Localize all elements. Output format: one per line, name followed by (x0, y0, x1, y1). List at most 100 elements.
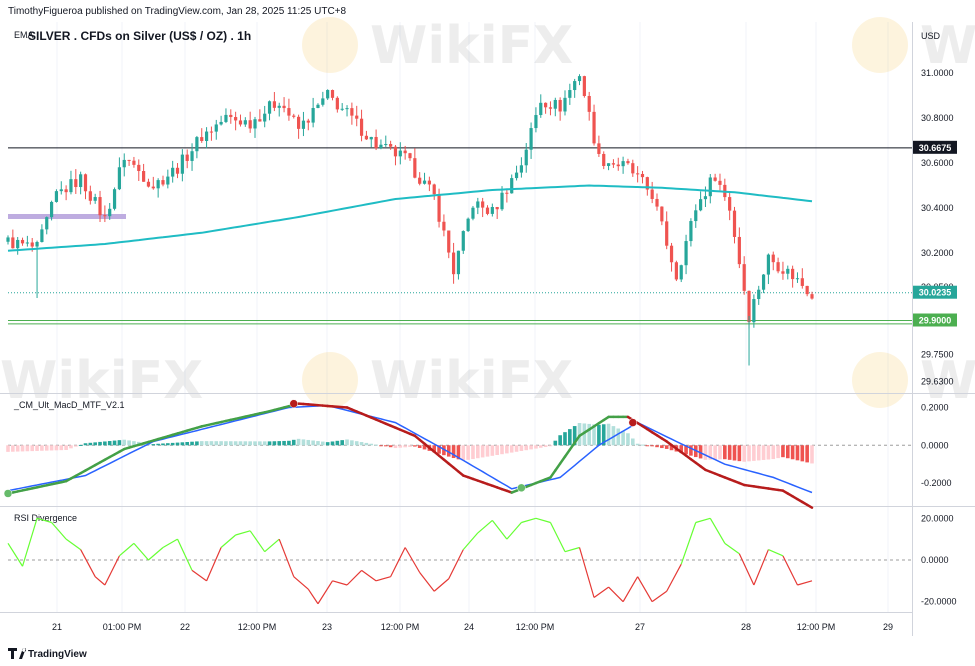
rsi-line-segment (768, 549, 784, 557)
candle-bear (11, 237, 15, 249)
candle-bear (30, 242, 34, 247)
macd-histogram-bar (509, 445, 514, 453)
candle-bear (413, 158, 417, 178)
rsi-line-segment (738, 553, 755, 586)
candle-bull (398, 150, 402, 157)
macd-histogram-bar (93, 442, 97, 446)
rsi-pane[interactable] (7, 517, 912, 605)
macd-histogram-bar (359, 442, 364, 446)
candle-bear (83, 174, 88, 192)
candle-bull (684, 241, 688, 266)
macd-histogram-bar (267, 441, 272, 446)
macd-histogram-bar (258, 441, 262, 446)
macd-histogram-bar (345, 439, 349, 446)
candle-bear (88, 191, 92, 201)
watermark-text: WikiFX (920, 351, 975, 411)
price-tick-label: 30.8000 (921, 113, 954, 123)
macd-signal-line (7, 404, 813, 494)
rsi-line-segment (404, 547, 421, 573)
candle-bear (636, 173, 640, 175)
candle-bear (485, 207, 490, 214)
candle-bear (374, 136, 378, 149)
candle-bull (761, 274, 766, 290)
candle-bear (258, 119, 262, 122)
candle-bull (708, 177, 712, 197)
candle-bear (64, 189, 68, 193)
watermark-text: WikiFX (370, 351, 573, 411)
macd-histogram-bar (379, 445, 383, 447)
current-price-tag: 30.0235 (913, 285, 957, 299)
watermark-text: WikiFX (370, 16, 573, 76)
candle-bull (553, 99, 557, 109)
macd-histogram-bar (6, 445, 10, 452)
candle-bull (16, 239, 20, 249)
candle-bear (161, 180, 165, 185)
time-tick-label: 22 (180, 622, 190, 632)
rsi-line-segment (162, 538, 178, 549)
candle-bull (786, 268, 790, 274)
macd-histogram-bar (248, 441, 252, 446)
rsi-axis: 20.0000 0.0000 -20.0000 (921, 513, 957, 606)
macd-histogram-bar (340, 440, 344, 446)
candle-bear (418, 177, 422, 184)
candle-bull (534, 115, 538, 129)
candle-bear (481, 201, 485, 208)
candle-bear (389, 144, 393, 147)
time-tick-label: 29 (883, 622, 893, 632)
candle-bear (611, 163, 616, 165)
macd-histogram-bar (20, 445, 25, 452)
macd-histogram-bar (383, 445, 388, 447)
macd-histogram-bar (529, 445, 533, 450)
macd-histogram-bar (15, 445, 20, 452)
macd-histogram-bar (112, 440, 117, 446)
rsi-line-segment (176, 538, 193, 571)
macd-histogram-bar (219, 441, 223, 446)
candle-bull (171, 167, 175, 177)
candle-bear (238, 120, 243, 125)
price-tick-label: 30.2000 (921, 248, 954, 258)
tradingview-logo[interactable]: TradingView (8, 648, 87, 660)
candle-bull (267, 101, 272, 114)
macd-histogram-bar (59, 445, 64, 451)
rsi-tick-label: 0.0000 (921, 555, 949, 565)
candle-bull (621, 161, 625, 167)
candle-bull (316, 104, 320, 109)
candle-bear (718, 180, 722, 185)
candle-bull (752, 299, 756, 323)
candle-bull (529, 128, 533, 150)
macd-histogram-bar (291, 439, 296, 446)
macd-histogram-bar (151, 444, 156, 446)
rsi-line-segment (235, 530, 251, 536)
candle-bear (747, 290, 751, 323)
macd-histogram-bar (369, 443, 374, 446)
candle-bull (224, 114, 228, 122)
macd-histogram-bar (466, 445, 470, 460)
candle-bear (306, 120, 310, 123)
watermark-logo-icon (852, 17, 908, 73)
candle-bull (699, 199, 703, 211)
watermark-text: WikiFX (920, 16, 975, 76)
macd-histogram-bar (655, 445, 659, 448)
macd-line-segment (568, 441, 576, 451)
watermark-logo-icon (302, 352, 358, 408)
macd-pane[interactable] (3, 399, 912, 509)
macd-tick-label: 0.2000 (921, 402, 949, 412)
candle-bear (74, 179, 78, 188)
macd-histogram-bar (732, 445, 737, 461)
candle-bull (369, 136, 373, 140)
macd-histogram-bar (74, 445, 78, 447)
candle-bear (732, 210, 737, 237)
watermark-logo-icon (852, 352, 908, 408)
macd-histogram-bar (718, 445, 722, 460)
macd-histogram-bar (88, 442, 93, 446)
candle-bear (728, 197, 732, 211)
candle-bear (781, 271, 785, 274)
candle-bear (660, 206, 664, 222)
macd-histogram-bar (83, 443, 88, 446)
candle-bull (384, 144, 388, 146)
macd-histogram-bar (587, 423, 592, 446)
candle-bull (577, 76, 582, 82)
rsi-line-segment (651, 590, 668, 603)
price-pane[interactable] (6, 74, 912, 366)
time-tick-label: 28 (741, 622, 751, 632)
